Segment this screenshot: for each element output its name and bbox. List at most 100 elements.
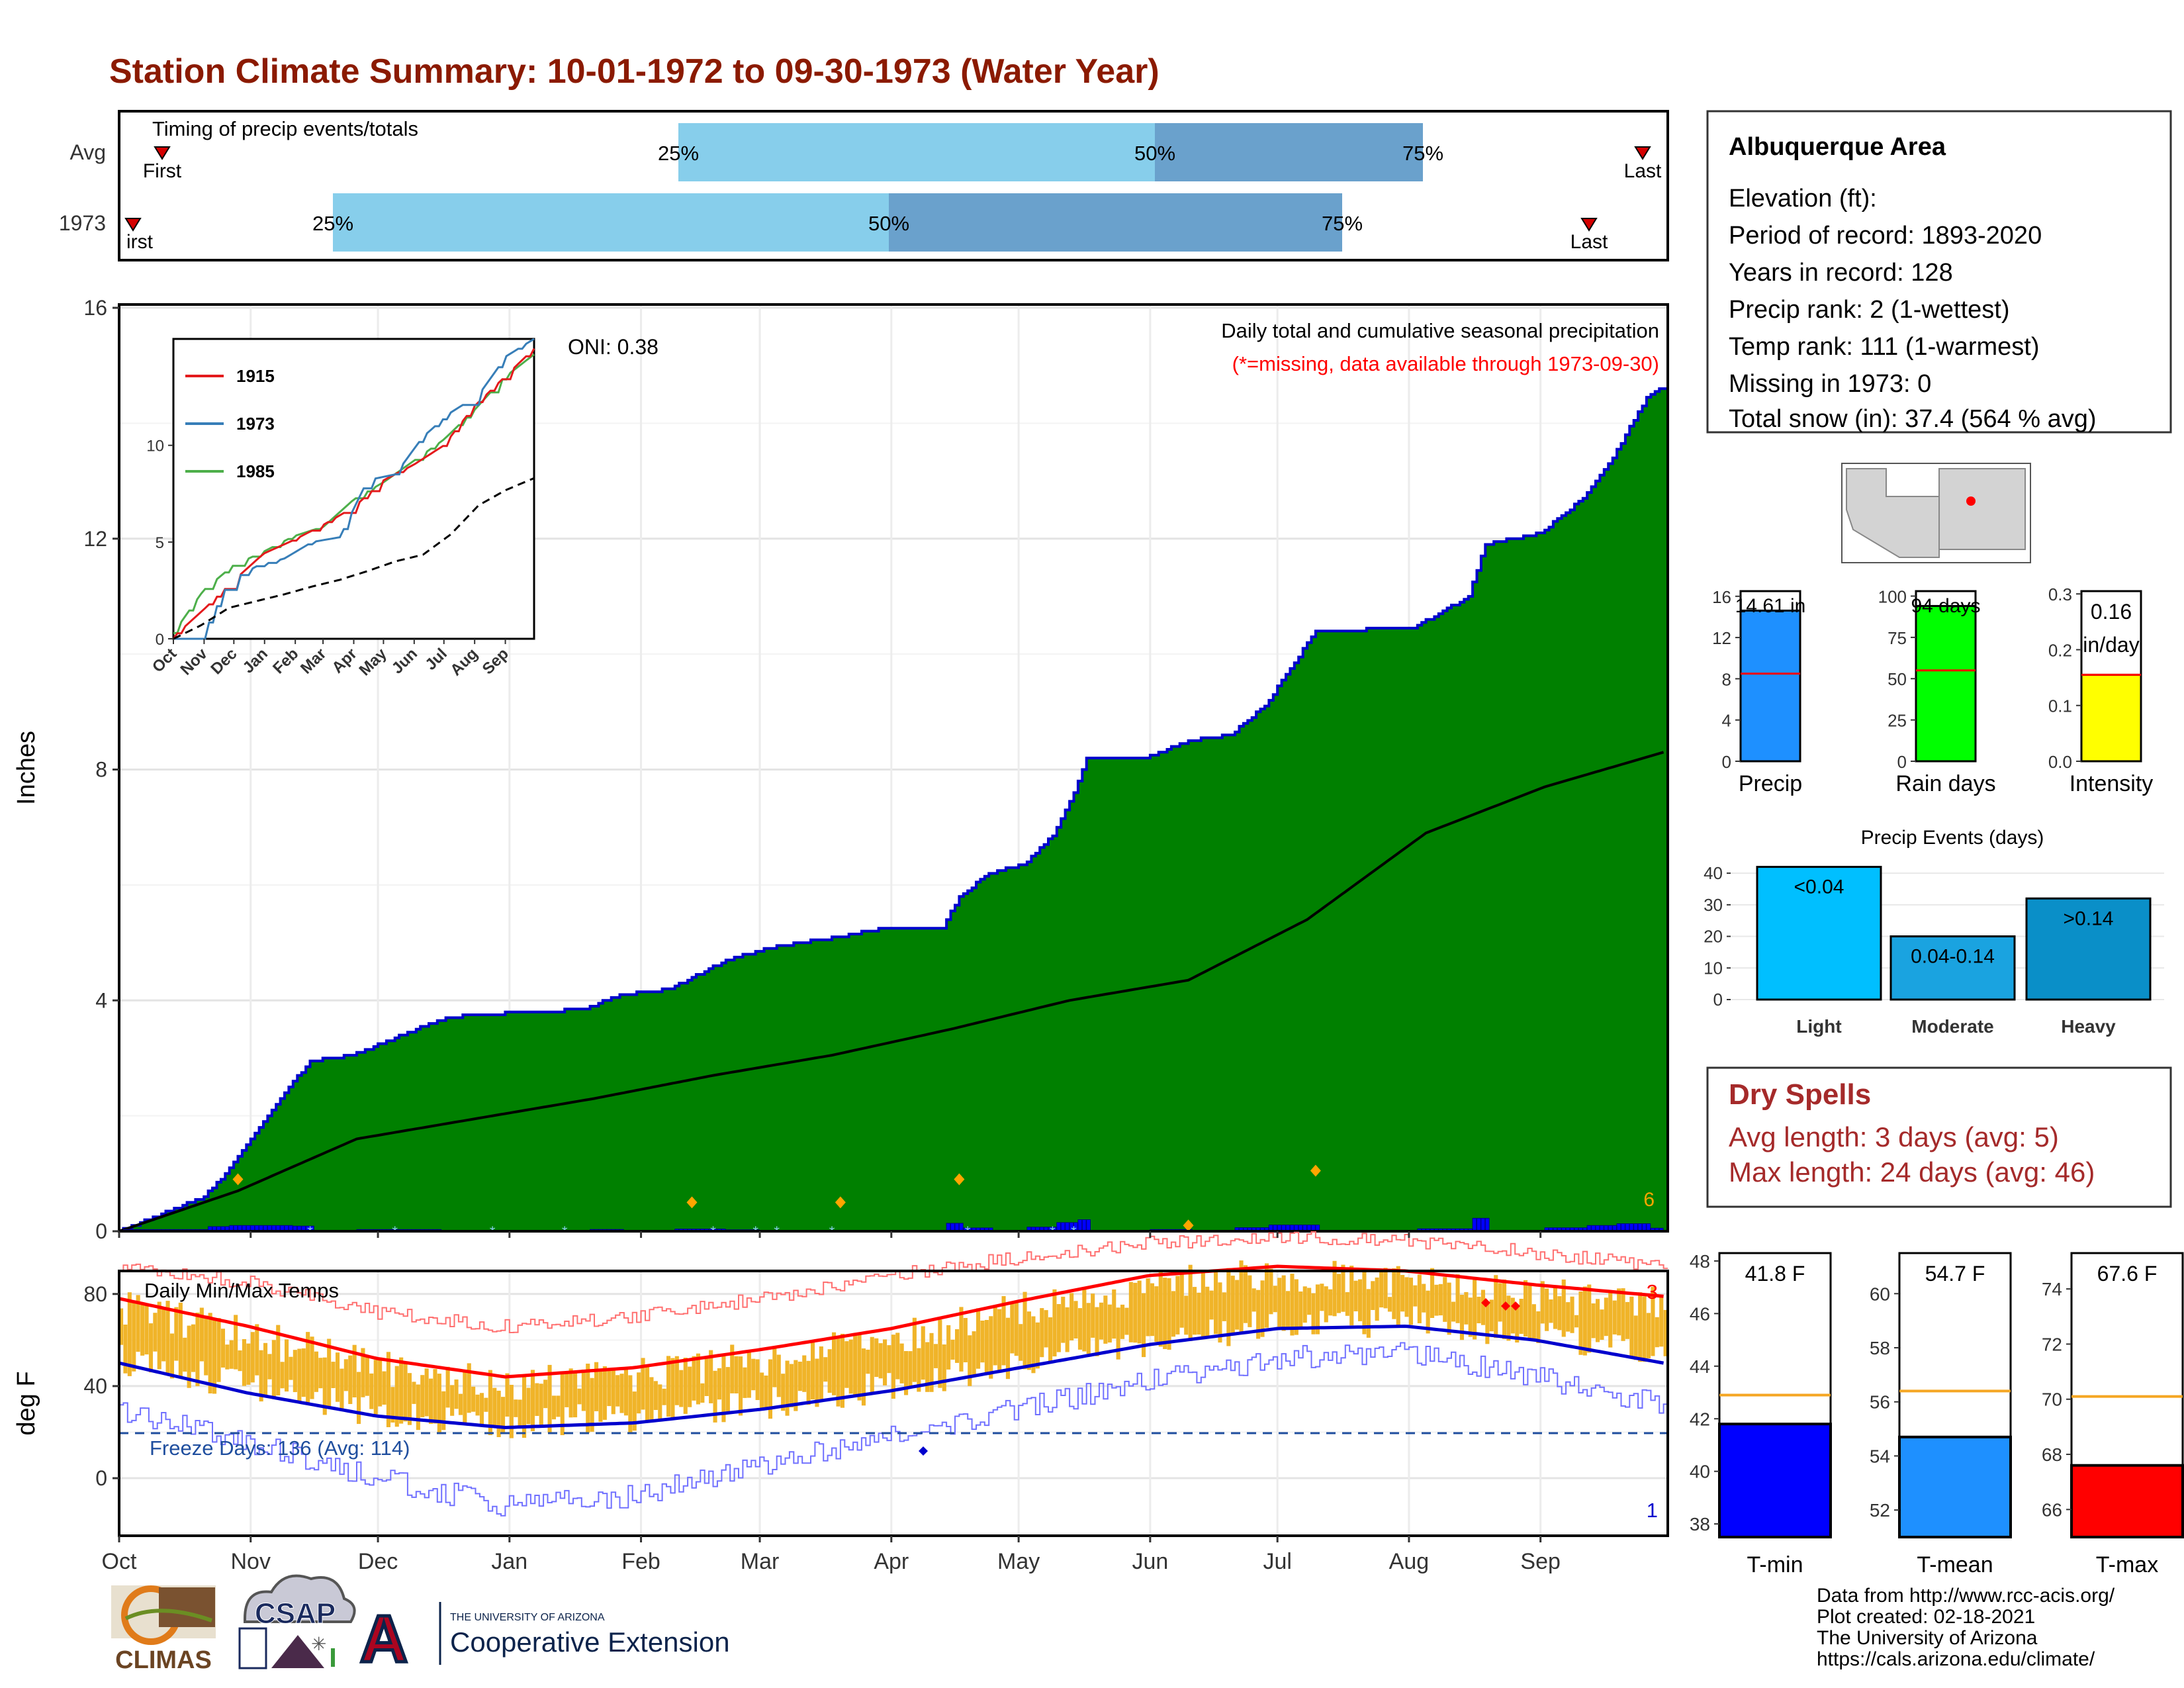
- daily-temp-bar: [225, 1344, 230, 1370]
- temp-y-label: deg F: [13, 1371, 40, 1435]
- y-tick-label: 66: [2042, 1499, 2062, 1520]
- daily-temp-bar: [310, 1336, 314, 1399]
- timing-avg-q2: [1155, 123, 1423, 181]
- y-tick-label: 0.1: [2048, 696, 2072, 716]
- dry-title: Dry Spells: [1729, 1078, 1871, 1111]
- daily-temp-bar: [1077, 1308, 1082, 1350]
- y-tick-label: 16: [1712, 587, 1731, 607]
- first-marker-avg: [154, 146, 171, 160]
- daily-temp-bar: [1561, 1279, 1566, 1337]
- daily-temp-bar: [1014, 1301, 1019, 1356]
- first-label-avg: First: [143, 160, 182, 182]
- y-tick-label: 8: [1722, 669, 1731, 689]
- daily-temp-bar: [445, 1366, 450, 1408]
- daily-temp-bar: [776, 1354, 781, 1397]
- daily-temp-bar: [1128, 1282, 1133, 1342]
- daily-temp-bar: [1086, 1303, 1091, 1354]
- record-min-line: [119, 1342, 1668, 1517]
- daily-temp-bar: [1214, 1272, 1218, 1335]
- daily-temp-bar: [479, 1393, 484, 1426]
- daily-temp-bar: [1455, 1274, 1460, 1323]
- daily-temp-bar: [276, 1325, 281, 1395]
- station-line: Period of record: 1893-2020: [1729, 222, 2042, 250]
- daily-temp-bar: [285, 1339, 289, 1392]
- daily-temp-bar: [259, 1350, 263, 1402]
- footer-line: The University of Arizona: [1817, 1627, 2038, 1649]
- daily-temp-bar: [1379, 1271, 1384, 1308]
- y-tick-label: 58: [1870, 1338, 1890, 1358]
- daily-temp-bar: [1582, 1286, 1587, 1356]
- y-tick-label: 80: [83, 1282, 107, 1306]
- daily-temp-bar: [1230, 1276, 1235, 1334]
- inset-y-label: 0: [156, 631, 164, 649]
- daily-temp-bar: [343, 1359, 348, 1391]
- svg-text:A: A: [360, 1602, 408, 1676]
- daily-temp-bar: [1375, 1277, 1379, 1321]
- timing-year-q2: [889, 193, 1342, 252]
- daily-temp-bar: [530, 1370, 535, 1431]
- daily-temp-bar: [594, 1362, 599, 1411]
- daily-temp-bar: [1473, 1278, 1477, 1340]
- inset-average-line: [173, 477, 535, 640]
- daily-temp-bar: [246, 1343, 251, 1385]
- daily-temp-bar: [908, 1351, 913, 1387]
- daily-temp-bar: [590, 1378, 594, 1432]
- daily-temp-bar: [119, 1308, 124, 1345]
- daily-temp-bar: [280, 1362, 285, 1389]
- daily-precip-bar: [1477, 1217, 1481, 1232]
- daily-temp-bar: [1307, 1288, 1312, 1315]
- daily-temp-bar: [1281, 1275, 1286, 1331]
- y-tick-label: 8: [95, 758, 107, 782]
- temp-y-ticks: 0 40 80: [83, 1282, 119, 1490]
- daily-temp-bar: [306, 1332, 310, 1403]
- daily-temp-bar: [1107, 1304, 1112, 1343]
- daily-temp-bar: [696, 1353, 700, 1405]
- daily-temp-bar: [955, 1329, 960, 1363]
- mini-bar-value: 0.16: [2091, 600, 2132, 624]
- y-tick-label: 4: [95, 988, 107, 1012]
- daily-temp-bar: [1545, 1288, 1549, 1331]
- daily-temp-bar: [929, 1333, 934, 1392]
- daily-temp-bar: [331, 1362, 336, 1388]
- daily-temp-bar: [1298, 1291, 1303, 1329]
- daily-temp-bar: [1396, 1266, 1400, 1326]
- daily-temp-bar: [1596, 1299, 1600, 1342]
- inset-series: [172, 338, 535, 640]
- daily-temp-bar: [250, 1332, 255, 1383]
- daily-temp-bar: [1269, 1268, 1273, 1315]
- y-tick-label: 20: [1704, 927, 1723, 947]
- snow-marker: [1310, 1164, 1321, 1177]
- timing-avg-q1: [678, 123, 1155, 181]
- daily-temp-bar: [1408, 1278, 1413, 1325]
- mini-bar: [2080, 673, 2142, 763]
- daily-temp-bar: [938, 1319, 942, 1388]
- daily-temp-bar: [921, 1326, 925, 1380]
- daily-temp-bar: [878, 1343, 883, 1379]
- annual-summary-bars: 0 4 8 12 16 Precip 14.61 in 0 25 50 75 100 Rain days…: [1712, 585, 2153, 796]
- daily-temp-bar: [1498, 1283, 1502, 1322]
- daily-temp-bar: [984, 1320, 989, 1374]
- daily-temp-bar: [1489, 1299, 1494, 1332]
- daily-temp-bar: [674, 1356, 679, 1405]
- timing-avg-50: 50%: [1134, 142, 1175, 165]
- inset-y-label: 10: [146, 438, 164, 455]
- daily-temp-bar: [755, 1359, 760, 1400]
- daily-temp-bar: [581, 1369, 586, 1411]
- snow-marker: [232, 1173, 244, 1186]
- snow-marker: [1183, 1219, 1194, 1232]
- daily-temp-bar: [1069, 1293, 1074, 1340]
- mini-bar: [1915, 604, 1977, 763]
- y-tick-label: 0: [95, 1219, 107, 1243]
- y-tick-label: 0: [95, 1466, 107, 1490]
- daily-temp-bar: [1536, 1311, 1541, 1343]
- climas-logo: CLIMAS: [111, 1585, 216, 1674]
- timing-year-25: 25%: [312, 212, 353, 235]
- daily-temp-bar: [602, 1366, 607, 1420]
- daily-temp-bar: [216, 1318, 221, 1382]
- daily-temp-bar: [1112, 1289, 1116, 1339]
- daily-temp-bar: [267, 1354, 272, 1380]
- daily-temp-bar: [1023, 1291, 1027, 1370]
- daily-temp-bar: [573, 1371, 578, 1418]
- y-tick-label: 25: [1888, 711, 1907, 731]
- daily-temp-bar: [1099, 1302, 1103, 1340]
